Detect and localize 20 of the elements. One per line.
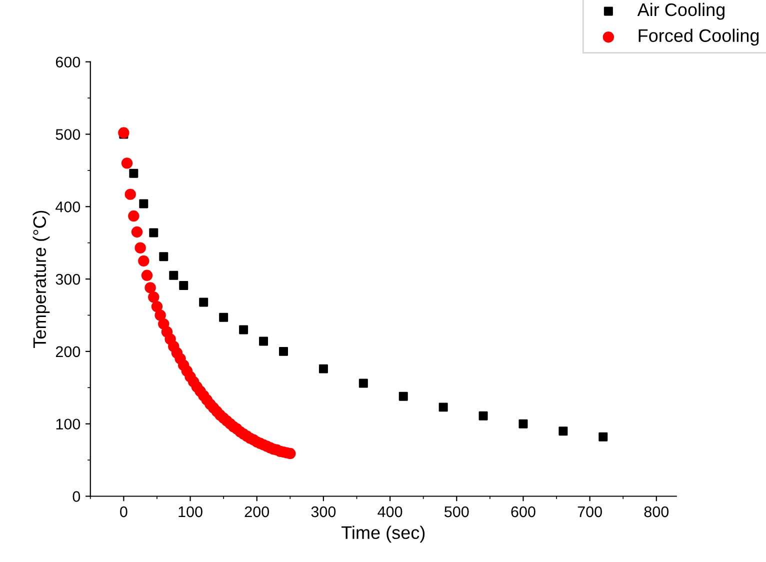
y-tick-label: 400	[56, 201, 80, 212]
x-tick-label: 100	[178, 506, 202, 518]
x-tick-label: 300	[311, 506, 336, 518]
y-tick-label: 300	[56, 274, 80, 285]
y-tick-label: 200	[56, 346, 80, 358]
x-tick-label: 700	[578, 506, 602, 518]
y-tick-label: 0	[72, 491, 80, 502]
legend-label: Forced Cooling	[638, 28, 759, 46]
x-tick-label: 200	[244, 506, 270, 518]
x-tick-label: 600	[511, 506, 536, 518]
x-tick-label: 400	[378, 506, 402, 518]
legend-label: Air Cooling	[637, 2, 724, 20]
y-tick-label: 500	[56, 129, 80, 140]
y-tick-label: 600	[56, 56, 80, 68]
y-axis-title: Temperature (°C)	[32, 210, 50, 348]
x-tick-label: 500	[444, 506, 469, 518]
x-axis-title: Time (sec)	[342, 526, 425, 543]
y-tick-label: 100	[56, 418, 80, 430]
x-tick-label: 0	[120, 506, 128, 518]
x-tick-label: 800	[644, 506, 669, 518]
